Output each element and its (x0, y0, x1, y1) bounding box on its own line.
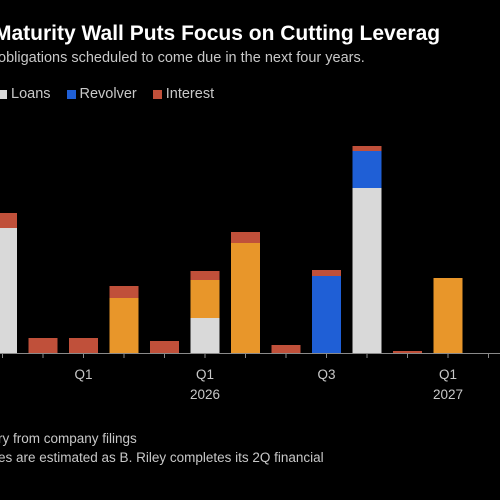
x-tick-label-2: Q1 (74, 367, 92, 382)
bar-segment-interest-8 (312, 270, 341, 276)
x-tick-label-8: Q3 (317, 367, 335, 382)
bar-segment-interest-9 (352, 146, 382, 151)
legend-label-interest: Interest (165, 86, 215, 102)
bar-segment-loans-0 (0, 228, 17, 353)
legend-label-revolver: Revolver (79, 86, 137, 102)
legend-swatch-interest (152, 89, 162, 99)
legend-item-loans: Loans (0, 86, 51, 102)
bar-segment-interest-0 (0, 213, 17, 228)
legend-swatch-loans (0, 89, 7, 99)
legend-label-loans: Loans (11, 86, 51, 102)
x-year-label-2027: 2027 (433, 387, 463, 402)
x-year-label-2026: 2026 (190, 387, 220, 402)
bar-segment-revolver-9 (352, 151, 382, 188)
bar-segment-interest-7 (271, 345, 301, 353)
x-tick-label-11: Q1 (439, 367, 457, 382)
bar-segment-revolver-8 (312, 276, 341, 353)
bar-segment-loans-5 (190, 318, 220, 353)
legend-item-revolver: Revolver (66, 86, 137, 102)
bar-segment-interest-3 (109, 286, 139, 298)
bar-segment-series1-3 (109, 298, 139, 353)
bar-segment-series1-5 (190, 280, 220, 318)
bar-segment-interest-2 (69, 338, 98, 353)
bar-segment-interest-4 (150, 341, 179, 353)
legend-swatch-revolver (66, 89, 76, 99)
x-tick-label-5: Q1 (196, 367, 214, 382)
footnote-source: ry from company filings (0, 431, 137, 446)
footnote-note: es are estimated as B. Riley completes i… (0, 450, 324, 465)
chart-title: Maturity Wall Puts Focus on Cutting Leve… (0, 22, 441, 45)
bar-segment-series1-6 (231, 243, 260, 353)
bar-chart: Q1Q1Q3Q1Q3Q1202620272028 (0, 146, 500, 402)
chart-subtitle: obligations scheduled to come due in the… (0, 50, 365, 66)
bar-segment-series1-11 (433, 278, 463, 353)
bar-segment-interest-10 (393, 351, 422, 353)
legend-item-interest: Interest (152, 86, 215, 102)
bar-segment-interest-1 (28, 338, 58, 353)
bar-segment-interest-5 (190, 271, 220, 280)
bar-segment-loans-9 (352, 188, 382, 353)
chart-legend: Loans Revolver Interest (0, 86, 214, 102)
bar-segment-interest-6 (231, 232, 260, 243)
